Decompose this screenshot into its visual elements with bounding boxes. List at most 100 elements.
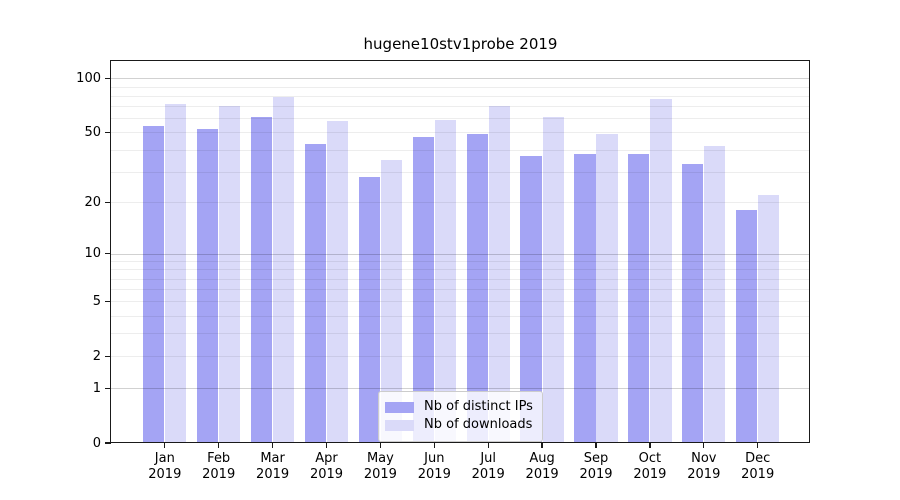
x-label-month: Jul: [480, 451, 497, 466]
bar-downloads-aug: [542, 116, 564, 443]
bar-distinct-ips-jul: [466, 133, 488, 443]
x-tick-apr: [325, 443, 328, 448]
legend-swatch-downloads: [385, 419, 414, 431]
x-label-year: 2019: [579, 466, 613, 482]
bar-distinct-ips-feb: [197, 129, 219, 443]
y-tick-2: [104, 355, 111, 357]
bar-downloads-oct: [650, 98, 672, 443]
y-tick-20: [104, 201, 111, 204]
x-label-year: 2019: [417, 466, 451, 482]
x-label-month: Dec: [745, 451, 771, 466]
grid-layer: [111, 61, 810, 443]
x-tick-feb: [218, 443, 220, 448]
x-label-month: Oct: [638, 451, 662, 466]
bar-downloads-nov: [704, 145, 726, 443]
y-tick-label-2: 2: [92, 348, 101, 364]
legend-swatch-distinct-ips: [385, 401, 414, 413]
x-tick-jul: [487, 443, 489, 448]
minor-gridline-6: [111, 289, 810, 291]
x-label-feb: Feb 2019: [187, 451, 251, 482]
y-tick-label-5: 5: [92, 293, 101, 309]
bar-distinct-ips-dec: [736, 210, 758, 443]
legend-row-downloads: Nb of downloads: [385, 417, 533, 433]
minor-gridline-20: [111, 202, 810, 204]
x-tick-jan: [164, 443, 166, 448]
y-tick-0: [104, 442, 111, 444]
major-gridline-10: [111, 253, 810, 255]
x-label-year: 2019: [471, 466, 505, 482]
minor-gridline-9: [111, 261, 810, 263]
x-label-sep: Sep 2019: [564, 451, 628, 482]
x-label-month: Feb: [207, 451, 231, 466]
y-tick-label-20: 20: [84, 194, 101, 210]
bar-distinct-ips-oct: [628, 153, 650, 443]
bar-distinct-ips-may: [358, 176, 380, 443]
x-label-month: Aug: [529, 451, 555, 466]
x-label-month: Apr: [315, 451, 338, 466]
x-label-year: 2019: [633, 466, 667, 482]
minor-gridline-3: [111, 333, 810, 335]
minor-gridline-8: [111, 269, 810, 271]
minor-gridline-5: [111, 301, 810, 303]
x-label-month: Jun: [424, 451, 445, 466]
legend-row-distinct-ips: Nb of distinct IPs: [385, 399, 533, 415]
minor-gridline-90: [111, 86, 810, 88]
major-gridline-100: [111, 78, 810, 80]
x-label-may: May 2019: [348, 451, 412, 482]
x-tick-dec: [757, 443, 759, 448]
bar-distinct-ips-nov: [682, 164, 704, 443]
x-label-month: Sep: [583, 451, 609, 466]
bar-distinct-ips-jan: [143, 126, 165, 443]
bar-downloads-dec: [758, 195, 780, 443]
x-label-apr: Apr 2019: [295, 451, 359, 482]
minor-gridline-7: [111, 278, 810, 280]
bar-downloads-apr: [326, 120, 349, 443]
legend-label-downloads: Nb of downloads: [424, 417, 533, 432]
x-tick-jun: [433, 443, 435, 448]
x-label-month: Mar: [260, 451, 285, 466]
x-label-year: 2019: [256, 466, 290, 482]
legend-label-distinct-ips: Nb of distinct IPs: [424, 399, 533, 414]
bar-downloads-sep: [596, 133, 618, 443]
x-label-jun: Jun 2019: [402, 451, 466, 482]
minor-gridline-2: [111, 356, 810, 358]
x-label-year: 2019: [309, 466, 344, 482]
x-label-month: Jan: [154, 451, 175, 466]
bar-downloads-may: [380, 159, 403, 443]
bar-distinct-ips-sep: [574, 153, 596, 443]
x-tick-sep: [595, 443, 597, 448]
minor-gridline-40: [111, 149, 810, 151]
y-tick-5: [104, 300, 111, 303]
x-label-month: Nov: [691, 451, 717, 466]
bar-downloads-jul: [488, 106, 510, 443]
x-label-year: 2019: [363, 466, 397, 482]
x-label-nov: Nov 2019: [672, 451, 736, 482]
minor-gridline-80: [111, 95, 810, 97]
chart-title: hugene10stv1probe 2019: [363, 35, 558, 53]
bar-downloads-jan: [165, 104, 187, 443]
x-label-jan: Jan 2019: [133, 451, 197, 482]
bar-distinct-ips-mar: [250, 116, 273, 443]
x-label-year: 2019: [687, 466, 721, 482]
x-label-dec: Dec 2019: [726, 451, 790, 482]
y-tick-1: [104, 387, 111, 389]
x-label-aug: Aug 2019: [510, 451, 574, 482]
y-tick-label-0: 0: [92, 435, 101, 451]
x-label-mar: Mar 2019: [241, 451, 305, 482]
x-label-year: 2019: [202, 466, 236, 482]
x-tick-oct: [649, 443, 651, 448]
y-tick-label-100: 100: [76, 70, 101, 86]
y-tick-label-10: 10: [84, 246, 101, 262]
y-tick-label-1: 1: [92, 380, 101, 396]
bar-distinct-ips-jun: [412, 137, 434, 443]
x-label-year: 2019: [525, 466, 559, 482]
legend: Nb of distinct IPs Nb of downloads: [378, 391, 543, 442]
x-label-oct: Oct 2019: [618, 451, 682, 482]
y-tick-10: [104, 252, 111, 255]
x-tick-may: [379, 443, 382, 448]
x-tick-nov: [703, 443, 705, 448]
x-tick-aug: [541, 443, 543, 448]
minor-gridline-50: [111, 132, 810, 134]
y-tick-label-50: 50: [84, 124, 101, 140]
